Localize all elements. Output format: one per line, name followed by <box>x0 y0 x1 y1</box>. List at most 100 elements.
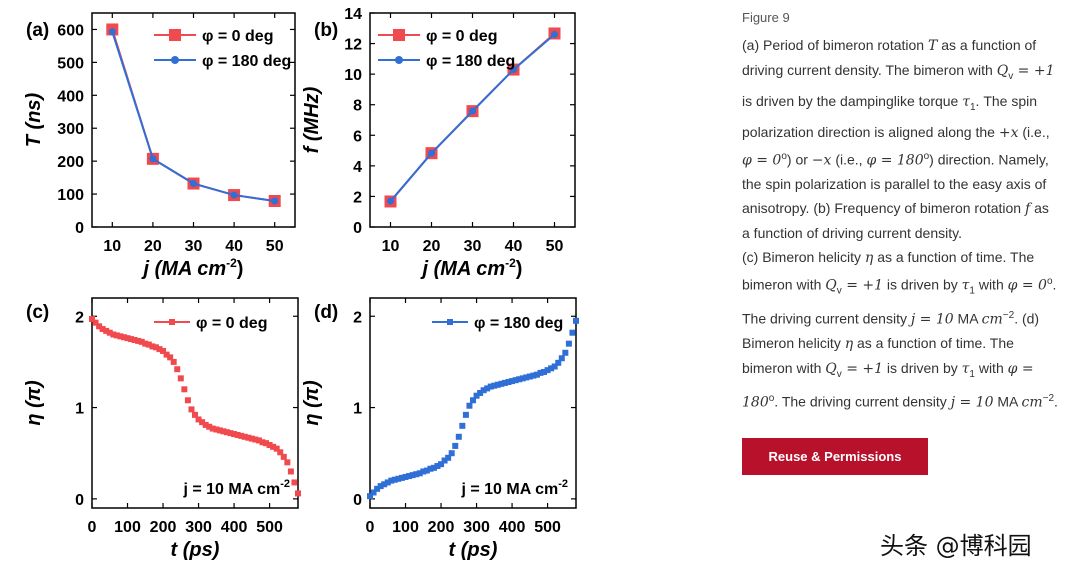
x-tick-label: 10 <box>103 238 121 255</box>
caption-segment: with <box>974 360 1008 377</box>
data-point <box>484 385 491 392</box>
y-tick-label: 0 <box>75 220 84 237</box>
data-point <box>381 481 388 488</box>
data-point <box>573 317 579 324</box>
panel-label: (d) <box>314 302 338 323</box>
data-point <box>110 331 117 338</box>
y-tick-label: 200 <box>57 154 84 171</box>
data-point <box>231 431 238 438</box>
x-tick-label: 50 <box>546 238 564 255</box>
data-point-circle <box>510 66 517 74</box>
caption-segment: o <box>768 393 775 405</box>
data-point <box>117 333 124 340</box>
y-tick-label: 12 <box>344 37 362 54</box>
data-point <box>181 386 188 393</box>
data-point <box>252 436 259 443</box>
caption-segment: −2 <box>1042 393 1055 405</box>
caption-segment: . The driving current density <box>774 393 951 410</box>
data-point <box>398 474 405 481</box>
legend-marker <box>171 56 179 64</box>
caption-segment: φ = 0 <box>1007 277 1047 294</box>
data-point <box>131 337 138 343</box>
data-point <box>498 380 505 387</box>
y-tick-label: 4 <box>353 159 362 176</box>
y-tick-label: 2 <box>353 309 362 326</box>
y-axis-label: T (ns) <box>23 92 45 147</box>
data-point <box>227 430 234 437</box>
data-point <box>167 354 174 361</box>
x-tick-label: 200 <box>150 519 177 536</box>
data-point <box>138 338 145 345</box>
data-point <box>284 459 291 466</box>
data-point <box>280 453 287 460</box>
caption-segment: cm <box>981 311 1003 328</box>
data-point <box>184 397 191 404</box>
caption-segment: v <box>836 285 842 297</box>
caption-segment: . (d) Bimeron helicity <box>742 310 1040 352</box>
chart-panel-2: (c) 0 100 200 300 400 500 0 1 2 t (ps) η (π) φ = 0 d… <box>23 297 301 561</box>
data-point <box>548 365 555 372</box>
caption-segment: (i.e., <box>1018 123 1050 140</box>
data-point <box>266 442 273 448</box>
y-tick-label: 14 <box>344 6 362 23</box>
y-tick-label: 400 <box>57 88 84 105</box>
data-point <box>367 493 373 500</box>
y-axis-label: η (π) <box>301 380 323 426</box>
caption-segment: MA <box>953 310 982 327</box>
caption-segment: τ <box>961 277 970 294</box>
x-tick-label: 50 <box>266 238 284 255</box>
caption-segment: as a function of time. The bimeron with <box>742 335 1014 377</box>
data-point <box>199 419 206 426</box>
x-tick-label: 100 <box>392 519 419 536</box>
caption-segment: as a function of driving current density… <box>742 200 1049 242</box>
caption-segment: 1 <box>969 369 975 381</box>
caption-segment: j = 10 <box>950 394 994 411</box>
caption-segment: τ <box>962 93 970 110</box>
annotation: j = 10 MA cm-2 <box>182 478 290 498</box>
caption-segment: o <box>781 150 787 162</box>
caption-segment: f <box>1025 201 1031 218</box>
caption-segment: as a function of driving current density… <box>742 37 1037 78</box>
data-point <box>409 472 416 479</box>
caption-segment: +x <box>998 124 1019 141</box>
x-tick-label: 200 <box>428 519 455 536</box>
caption-segment: (c) Bimeron helicity <box>742 249 865 266</box>
data-point-circle <box>108 28 116 36</box>
data-point <box>128 336 135 343</box>
caption-segment: ) or <box>786 151 812 168</box>
data-point <box>170 358 177 365</box>
legend-marker <box>169 29 181 41</box>
data-point <box>459 422 466 429</box>
y-tick-label: 0 <box>353 220 362 237</box>
data-point <box>434 463 441 469</box>
data-point <box>370 489 377 496</box>
x-tick-label: 0 <box>366 519 375 536</box>
x-tick-label: 30 <box>464 238 482 255</box>
data-point <box>544 367 551 374</box>
x-axis-label-close: ) <box>516 258 523 280</box>
data-point <box>120 334 127 341</box>
data-point <box>413 471 420 478</box>
annotation-sup: -2 <box>280 478 290 490</box>
data-point <box>526 373 533 380</box>
reuse-permissions-button[interactable]: Reuse & Permissions <box>742 438 928 475</box>
data-point-circle <box>149 155 157 163</box>
data-point <box>455 433 462 440</box>
data-point <box>519 375 526 382</box>
y-tick-label: 10 <box>344 67 362 84</box>
legend-label: φ = 0 deg <box>202 28 273 45</box>
data-point <box>163 351 170 358</box>
data-point-circle <box>551 30 558 38</box>
caption-text: (a) Period of bimeron rotation T as a fu… <box>742 33 1060 415</box>
panel-label: (a) <box>26 20 49 41</box>
data-point <box>92 319 99 326</box>
caption-segment: . <box>1054 393 1058 410</box>
data-point <box>160 347 167 354</box>
data-point <box>142 340 149 347</box>
data-point <box>223 429 230 436</box>
data-point <box>192 411 198 418</box>
caption-segment: as a function of time. The bimeron with <box>742 249 1035 293</box>
data-point <box>388 477 395 484</box>
data-point-circle <box>230 191 238 199</box>
